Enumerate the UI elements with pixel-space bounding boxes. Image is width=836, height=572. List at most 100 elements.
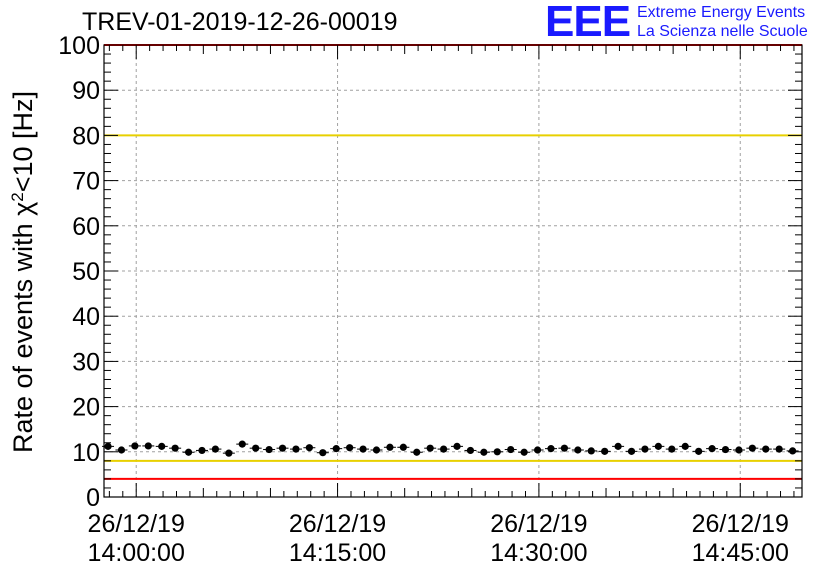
data-point: [706, 445, 719, 453]
data-point: [518, 448, 531, 456]
y-tick-label: 20: [72, 394, 100, 422]
x-tick-label-time: 14:30:00: [490, 539, 587, 567]
data-points-layer: [102, 440, 799, 457]
data-marker: [748, 444, 756, 452]
data-point: [625, 447, 638, 455]
data-marker: [587, 447, 595, 455]
data-point: [276, 444, 289, 452]
data-marker: [627, 447, 636, 455]
data-point: [424, 444, 437, 452]
x-tick-label-time: 14:15:00: [289, 539, 386, 567]
y-tick-label: 80: [72, 122, 100, 150]
x-tick-label-date: 26/12/19: [490, 510, 587, 538]
data-point: [638, 445, 651, 453]
data-point: [491, 448, 504, 456]
data-marker: [614, 442, 622, 450]
data-point: [169, 444, 182, 452]
data-marker: [252, 444, 260, 452]
data-marker: [493, 448, 501, 456]
data-marker: [319, 449, 327, 457]
y-tick-label: 90: [72, 77, 100, 105]
data-point: [746, 444, 759, 452]
tick-labels-layer: 010203040506070809010026/12/1914:00:0026…: [58, 32, 789, 567]
x-tick-label-time: 14:45:00: [692, 539, 789, 567]
data-marker: [332, 445, 340, 453]
data-marker: [158, 442, 166, 450]
data-marker: [681, 442, 689, 450]
data-marker: [305, 444, 313, 452]
limit-lines-layer: [104, 44, 802, 480]
data-point: [719, 445, 732, 454]
data-point: [303, 444, 316, 452]
x-tick-label-time: 14:00:00: [88, 539, 185, 567]
data-point: [115, 446, 128, 454]
y-tick-label: 60: [72, 213, 100, 241]
data-marker: [265, 445, 273, 454]
data-marker: [238, 440, 246, 448]
data-point: [357, 445, 370, 453]
data-point: [383, 443, 396, 451]
data-marker: [117, 446, 126, 454]
data-marker: [278, 444, 287, 452]
data-marker: [547, 445, 555, 453]
data-point: [142, 442, 155, 450]
data-marker: [721, 445, 730, 454]
y-tick-label: 70: [72, 168, 100, 196]
data-marker: [426, 444, 434, 452]
eee-logo: EEE: [545, 0, 631, 46]
data-point: [571, 446, 584, 454]
data-marker: [225, 449, 233, 457]
data-marker: [775, 445, 783, 453]
data-marker: [399, 443, 407, 451]
data-marker: [507, 445, 515, 454]
data-marker: [695, 447, 703, 455]
data-marker: [601, 447, 609, 455]
y-tick-label: 100: [58, 32, 100, 60]
data-point: [464, 446, 477, 455]
data-point: [249, 444, 262, 452]
data-point: [397, 443, 410, 451]
data-point: [102, 442, 115, 450]
data-point: [195, 446, 208, 455]
data-marker: [735, 446, 743, 454]
y-tick-label: 0: [86, 484, 100, 512]
data-point: [504, 445, 517, 454]
logo-subtitle-line1: Extreme Energy Events: [637, 4, 806, 21]
data-point: [437, 445, 450, 453]
data-point: [531, 446, 544, 454]
data-point: [343, 444, 356, 452]
data-point: [544, 445, 557, 453]
y-tick-label: 50: [72, 258, 100, 286]
data-point: [222, 449, 235, 457]
data-marker: [466, 446, 475, 455]
data-marker: [386, 443, 394, 451]
data-marker: [533, 446, 542, 454]
data-marker: [520, 448, 528, 456]
data-marker: [372, 446, 381, 454]
data-point: [128, 442, 141, 450]
data-point: [773, 445, 786, 453]
data-point: [451, 442, 464, 450]
data-point: [759, 445, 772, 453]
data-point: [155, 442, 168, 450]
data-point: [652, 442, 665, 450]
data-point: [236, 440, 249, 448]
data-point: [786, 447, 799, 455]
y-tick-label: 40: [72, 303, 100, 331]
data-point: [558, 444, 571, 452]
data-marker: [171, 444, 179, 452]
data-marker: [789, 447, 797, 455]
data-marker: [413, 448, 421, 456]
data-marker: [708, 445, 716, 453]
data-point: [692, 447, 705, 455]
data-marker: [641, 445, 649, 453]
data-point: [410, 448, 423, 456]
data-marker: [560, 444, 569, 452]
x-tick-label-date: 26/12/19: [289, 510, 386, 538]
data-marker: [211, 445, 220, 453]
logo-subtitle-line2: La Scienza nelle Scuole: [637, 23, 808, 40]
data-marker: [144, 442, 152, 450]
data-marker: [292, 445, 300, 453]
data-point: [477, 448, 490, 456]
